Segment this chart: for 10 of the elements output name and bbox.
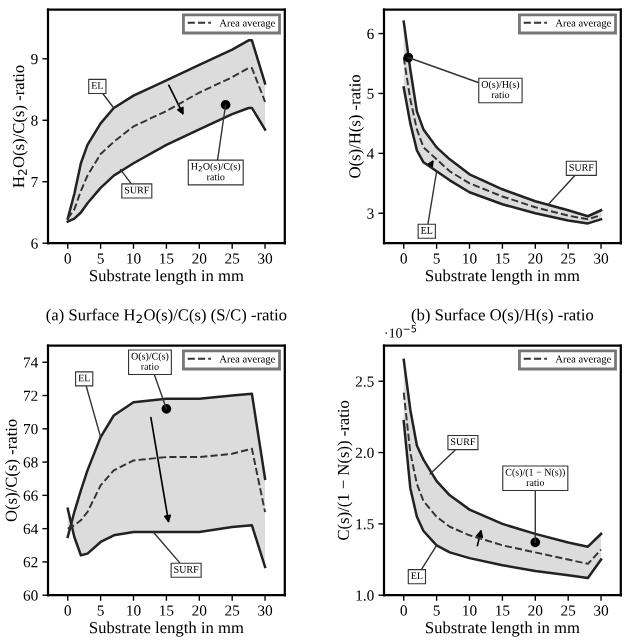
text: (a) Surface H$_{2}$O(s)/C(s) (S/C) -ratio [46, 308, 287, 324]
y-axis-title: O(s)/H(s) -ratio [348, 74, 364, 178]
y-axis-title: H$_{2}$O(s)/C(s) -ratio [12, 65, 28, 188]
x-axis-title: Substrate length in mm [89, 621, 244, 637]
y-axis-title: O(s)/C(s) -ratio [5, 419, 21, 522]
x-axis-title: Substrate length in mm [425, 621, 580, 637]
x-axis-title: Substrate length in mm [89, 269, 244, 285]
x-axis-title: Substrate length in mm [425, 269, 580, 285]
y-axis-title: C(s)/(1 − N(s)) -ratio [337, 400, 353, 540]
text: (b) Surface O(s)/H(s) -ratio [411, 308, 594, 324]
